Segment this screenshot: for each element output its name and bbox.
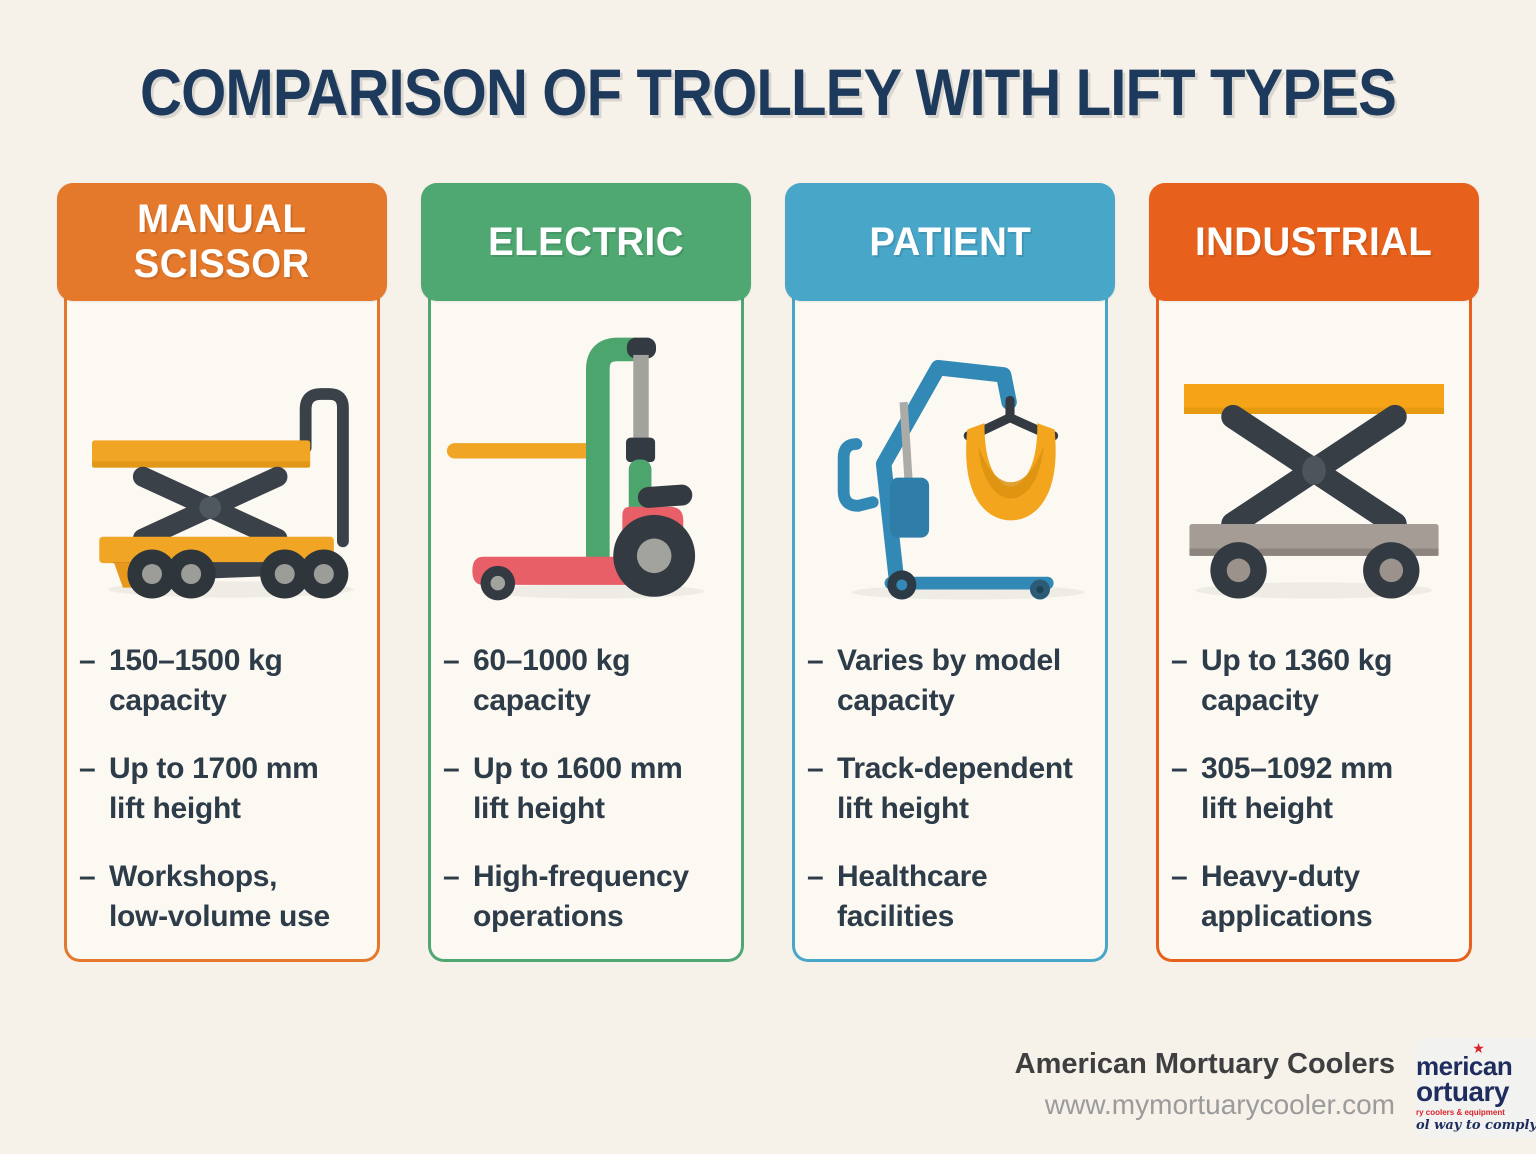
bullet-item: – Up to 1360 kg capacity bbox=[1171, 641, 1463, 720]
card-electric: – 60–1000 kg capacity – Up to 1600 mm li… bbox=[421, 183, 751, 962]
footer-text: American Mortuary Coolers www.mymortuary… bbox=[1015, 1044, 1395, 1121]
bullet-item: – 305–1092 mm lift height bbox=[1171, 749, 1463, 828]
bullet-list: – Up to 1360 kg capacity – 305–1092 mm l… bbox=[1171, 641, 1463, 937]
bullet-dash: – bbox=[79, 644, 96, 677]
website-url: www.mymortuarycooler.com bbox=[1044, 1089, 1395, 1120]
bullet-text: Up to 1600 mm lift height bbox=[473, 752, 683, 825]
bullet-dash: – bbox=[79, 860, 96, 894]
card-header-patient: PATIENT bbox=[785, 183, 1115, 301]
bullet-text: Healthcare facilities bbox=[837, 860, 988, 933]
bullet-text: 305–1092 mm lift height bbox=[1201, 752, 1393, 825]
card-body: – Varies by model capacity – Track-depen… bbox=[792, 293, 1108, 962]
industrial-lift-illustration bbox=[1159, 309, 1469, 619]
bullet-text: Varies by model capacity bbox=[837, 644, 1061, 717]
bullet-dash: – bbox=[807, 752, 824, 786]
logo-text-line2: ortuary bbox=[1416, 1075, 1509, 1107]
bullet-text: Workshops, low-volume use bbox=[109, 860, 330, 933]
bullet-dash: – bbox=[79, 752, 96, 786]
bullet-item: – 60–1000 kg capacity bbox=[443, 641, 735, 720]
bullet-text: Track-dependent lift height bbox=[837, 752, 1073, 825]
card-header-label: PATIENT bbox=[869, 219, 1031, 264]
patient-hoist-icon bbox=[837, 359, 1085, 600]
electric-lift-illustration bbox=[431, 309, 741, 619]
card-manual-scissor: – 150–1500 kg capacity – Up to 1700 mm l… bbox=[57, 183, 387, 962]
card-body: – Up to 1360 kg capacity – 305–1092 mm l… bbox=[1156, 293, 1472, 962]
bullet-text: Up to 1700 mm lift height bbox=[109, 752, 319, 825]
logo-text-line1: merican bbox=[1416, 1051, 1513, 1081]
bullet-dash: – bbox=[1171, 860, 1188, 894]
comparison-columns: – 150–1500 kg capacity – Up to 1700 mm l… bbox=[57, 183, 1479, 962]
bullet-text: 150–1500 kg capacity bbox=[109, 644, 283, 717]
industrial-scissor-table-icon bbox=[1184, 384, 1444, 599]
card-header-industrial: INDUSTRIAL bbox=[1149, 183, 1479, 301]
footer: American Mortuary Coolers www.mymortuary… bbox=[0, 1038, 1536, 1154]
bullet-item: – 150–1500 kg capacity bbox=[79, 641, 371, 720]
bullet-list: – Varies by model capacity – Track-depen… bbox=[807, 641, 1099, 937]
page-title: COMPARISON OF TROLLEY WITH LIFT TYPES bbox=[140, 55, 1397, 129]
bullet-dash: – bbox=[443, 860, 460, 894]
bullet-dash: – bbox=[443, 752, 460, 786]
electric-stacker-icon bbox=[446, 337, 705, 601]
logo-tagline-script: ol way to comply bbox=[1416, 1118, 1536, 1134]
bullet-list: – 150–1500 kg capacity – Up to 1700 mm l… bbox=[79, 641, 371, 937]
logo-star-icon: ★ bbox=[1472, 1040, 1485, 1056]
bullet-item: – Heavy-duty applications bbox=[1171, 857, 1463, 936]
bullet-text: 60–1000 kg capacity bbox=[473, 644, 631, 717]
bullet-dash: – bbox=[1171, 752, 1188, 786]
bullet-text: High-frequency operations bbox=[473, 860, 689, 933]
bullet-list: – 60–1000 kg capacity – Up to 1600 mm li… bbox=[443, 641, 735, 937]
bullet-item: – Healthcare facilities bbox=[807, 857, 1099, 936]
brand-name: American Mortuary Coolers bbox=[1014, 1048, 1395, 1080]
patient-lift-illustration bbox=[795, 309, 1105, 619]
logo-tagline-red: ry coolers & equipment bbox=[1416, 1108, 1505, 1118]
bullet-dash: – bbox=[443, 644, 460, 677]
bullet-dash: – bbox=[807, 860, 824, 894]
card-header-manual-scissor: MANUAL SCISSOR bbox=[57, 183, 387, 301]
scissor-trolley-icon bbox=[92, 388, 354, 599]
bullet-item: – Up to 1700 mm lift height bbox=[79, 749, 371, 828]
manual-scissor-lift-illustration bbox=[67, 309, 377, 619]
bullet-item: – Up to 1600 mm lift height bbox=[443, 749, 735, 828]
card-header-label: INDUSTRIAL bbox=[1195, 219, 1433, 264]
card-patient: – Varies by model capacity – Track-depen… bbox=[785, 183, 1115, 962]
card-header-electric: ELECTRIC bbox=[421, 183, 751, 301]
card-body: – 150–1500 kg capacity – Up to 1700 mm l… bbox=[64, 293, 380, 962]
bullet-dash: – bbox=[807, 644, 824, 677]
bullet-item: – Workshops, low-volume use bbox=[79, 857, 371, 936]
bullet-text: Up to 1360 kg capacity bbox=[1201, 644, 1393, 717]
bullet-dash: – bbox=[1171, 644, 1188, 677]
bullet-text: Heavy-duty applications bbox=[1201, 860, 1373, 933]
bullet-item: – Varies by model capacity bbox=[807, 641, 1099, 720]
card-body: – 60–1000 kg capacity – Up to 1600 mm li… bbox=[428, 293, 744, 962]
bullet-item: – Track-dependent lift height bbox=[807, 749, 1099, 828]
company-logo: ★ merican ortuary ry coolers & equipment… bbox=[1416, 1038, 1536, 1138]
card-industrial: – Up to 1360 kg capacity – 305–1092 mm l… bbox=[1149, 183, 1479, 962]
card-header-label: ELECTRIC bbox=[488, 219, 684, 264]
card-header-label: MANUAL SCISSOR bbox=[133, 197, 311, 286]
bullet-item: – High-frequency operations bbox=[443, 857, 735, 936]
